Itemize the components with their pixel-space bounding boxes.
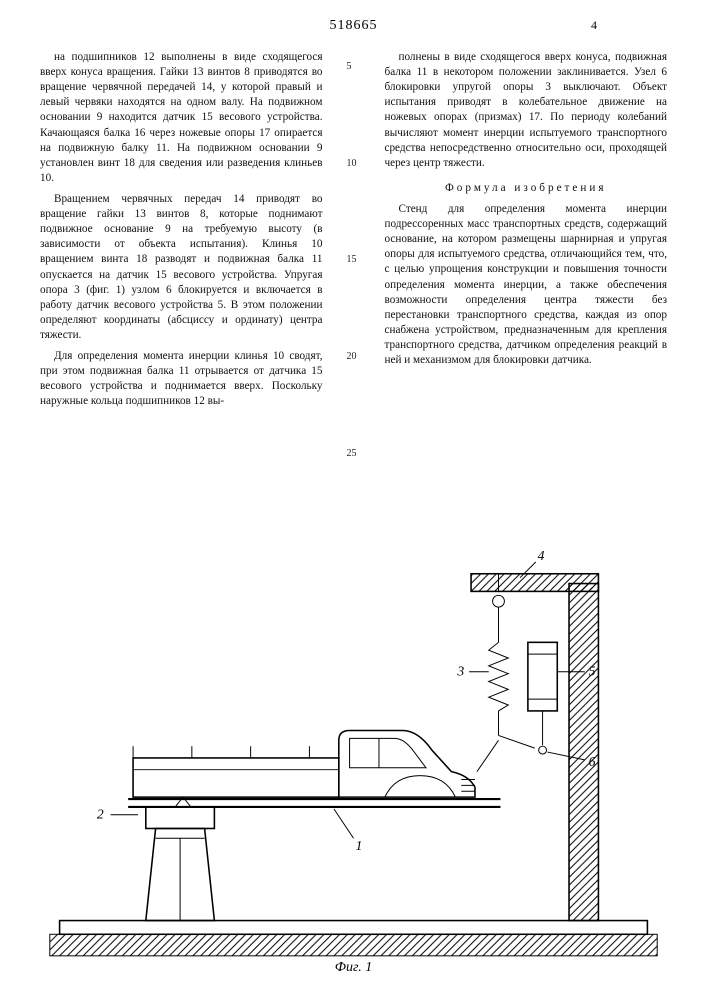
- fig-label-3: 3: [456, 664, 464, 679]
- page-number: 4: [591, 18, 597, 33]
- para: Вращением червячных передач 14 приводят …: [40, 192, 323, 343]
- lineno: 10: [347, 157, 361, 171]
- figure-svg: 1 2 3 4 5 6: [40, 530, 667, 980]
- para: на подшипников 12 выполнены в виде сходя…: [40, 50, 323, 186]
- right-column: полнены в виде сходящегося вверх конуса,…: [385, 50, 668, 460]
- lineno: 5: [347, 60, 361, 74]
- line-number-gutter: 5 10 15 20 25: [347, 50, 361, 460]
- fig-label-2: 2: [97, 807, 104, 822]
- lineno: 20: [347, 350, 361, 364]
- figure-caption: Фиг. 1: [335, 960, 373, 976]
- fig-label-6: 6: [589, 754, 596, 769]
- doc-number: 518665: [330, 18, 378, 34]
- fig-label-1: 1: [355, 838, 362, 853]
- left-column: на подшипников 12 выполнены в виде сходя…: [40, 50, 323, 460]
- formula-title: Формула изобретения: [385, 181, 668, 196]
- figure-1: 1 2 3 4 5 6 Фиг. 1: [40, 530, 667, 980]
- fig-label-5: 5: [589, 664, 596, 679]
- lineno: 25: [347, 447, 361, 461]
- text-columns: на подшипников 12 выполнены в виде сходя…: [40, 50, 667, 460]
- lineno: 15: [347, 253, 361, 267]
- fig-label-4: 4: [538, 548, 545, 563]
- para: Стенд для определения момента инерции по…: [385, 202, 668, 368]
- para: полнены в виде сходящегося вверх конуса,…: [385, 50, 668, 171]
- para: Для определения момента инерции клинья 1…: [40, 349, 323, 409]
